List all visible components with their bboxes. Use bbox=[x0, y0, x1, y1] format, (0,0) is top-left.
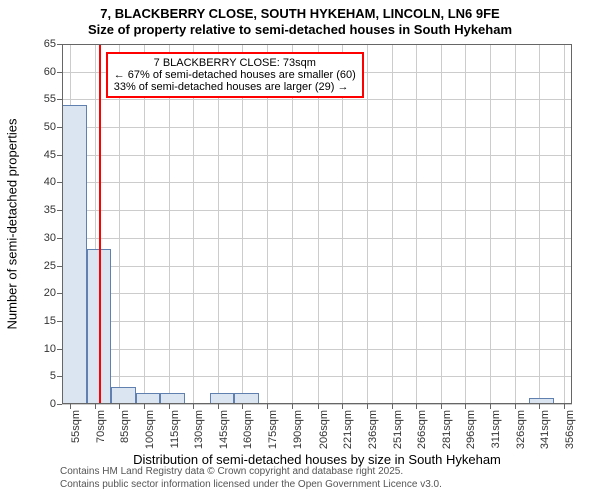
info-box-line: ← 67% of semi-detached houses are smalle… bbox=[114, 69, 356, 81]
y-tick-label: 20 bbox=[44, 287, 56, 299]
x-tick-mark bbox=[267, 404, 268, 409]
x-tick-label: 175sqm bbox=[267, 410, 279, 449]
y-tick-mark bbox=[57, 376, 62, 377]
plot-area: 7 BLACKBERRY CLOSE: 73sqm← 67% of semi-d… bbox=[62, 44, 572, 404]
x-tick-mark bbox=[539, 404, 540, 409]
y-tick-mark bbox=[57, 238, 62, 239]
chart-title: 7, BLACKBERRY CLOSE, SOUTH HYKEHAM, LINC… bbox=[0, 6, 600, 21]
x-tick-label: 115sqm bbox=[169, 410, 181, 448]
x-tick-label: 160sqm bbox=[242, 410, 254, 449]
y-tick-mark bbox=[57, 182, 62, 183]
x-tick-label: 266sqm bbox=[416, 410, 428, 449]
x-tick-label: 341sqm bbox=[539, 410, 551, 449]
x-tick-mark bbox=[490, 404, 491, 409]
chart-subtitle: Size of property relative to semi-detach… bbox=[0, 22, 600, 37]
y-tick-mark bbox=[57, 99, 62, 100]
x-tick-mark bbox=[342, 404, 343, 409]
x-tick-mark bbox=[465, 404, 466, 409]
x-tick-label: 206sqm bbox=[318, 410, 330, 449]
x-tick-label: 145sqm bbox=[218, 410, 230, 449]
y-tick-mark bbox=[57, 349, 62, 350]
x-tick-label: 70sqm bbox=[95, 410, 107, 443]
x-tick-label: 236sqm bbox=[367, 410, 379, 449]
x-tick-mark bbox=[318, 404, 319, 409]
footer-attribution: Contains HM Land Registry data © Crown c… bbox=[60, 466, 442, 491]
x-tick-label: 100sqm bbox=[144, 410, 156, 449]
histogram-bars bbox=[62, 44, 572, 404]
x-tick-mark bbox=[416, 404, 417, 409]
histogram-bar bbox=[62, 105, 87, 404]
property-marker-line bbox=[99, 44, 101, 404]
x-tick-label: 281sqm bbox=[441, 410, 453, 449]
y-tick-label: 45 bbox=[44, 149, 56, 161]
histogram-bar bbox=[111, 387, 136, 404]
histogram-bar bbox=[160, 393, 185, 404]
x-tick-label: 326sqm bbox=[515, 410, 527, 449]
y-tick-mark bbox=[57, 404, 62, 405]
y-tick-label: 10 bbox=[44, 343, 56, 355]
histogram-bar bbox=[529, 398, 554, 404]
histogram-bar bbox=[136, 393, 161, 404]
x-tick-label: 190sqm bbox=[292, 410, 304, 449]
y-tick-label: 35 bbox=[44, 204, 56, 216]
x-tick-mark bbox=[242, 404, 243, 409]
x-tick-mark bbox=[515, 404, 516, 409]
histogram-bar bbox=[210, 393, 235, 404]
y-tick-label: 0 bbox=[50, 398, 56, 410]
x-tick-mark bbox=[193, 404, 194, 409]
y-tick-label: 55 bbox=[44, 93, 56, 105]
x-tick-label: 130sqm bbox=[193, 410, 205, 449]
footer-line: Contains public sector information licen… bbox=[60, 479, 442, 492]
x-tick-label: 55sqm bbox=[70, 410, 82, 443]
x-tick-mark bbox=[392, 404, 393, 409]
y-tick-label: 25 bbox=[44, 260, 56, 272]
x-tick-mark bbox=[441, 404, 442, 409]
y-tick-mark bbox=[57, 155, 62, 156]
y-axis-title: Number of semi-detached properties bbox=[5, 119, 20, 330]
histogram-bar bbox=[234, 393, 259, 404]
x-tick-mark bbox=[292, 404, 293, 409]
y-tick-mark bbox=[57, 44, 62, 45]
x-tick-mark bbox=[119, 404, 120, 409]
y-tick-label: 50 bbox=[44, 121, 56, 133]
x-tick-label: 356sqm bbox=[564, 410, 576, 449]
x-tick-mark bbox=[95, 404, 96, 409]
y-tick-mark bbox=[57, 266, 62, 267]
info-box: 7 BLACKBERRY CLOSE: 73sqm← 67% of semi-d… bbox=[106, 52, 364, 98]
x-tick-label: 221sqm bbox=[342, 410, 354, 449]
y-tick-label: 30 bbox=[44, 232, 56, 244]
x-tick-label: 85sqm bbox=[119, 410, 131, 443]
x-tick-mark bbox=[70, 404, 71, 409]
x-tick-label: 296sqm bbox=[465, 410, 477, 449]
x-tick-mark bbox=[169, 404, 170, 409]
y-tick-label: 60 bbox=[44, 66, 56, 78]
y-tick-mark bbox=[57, 210, 62, 211]
x-tick-mark bbox=[218, 404, 219, 409]
y-tick-mark bbox=[57, 127, 62, 128]
y-tick-mark bbox=[57, 321, 62, 322]
y-tick-label: 15 bbox=[44, 315, 56, 327]
y-tick-mark bbox=[57, 72, 62, 73]
y-tick-mark bbox=[57, 293, 62, 294]
y-tick-label: 65 bbox=[44, 38, 56, 50]
x-tick-mark bbox=[144, 404, 145, 409]
x-tick-label: 251sqm bbox=[392, 410, 404, 449]
x-tick-mark bbox=[367, 404, 368, 409]
chart-container: 7, BLACKBERRY CLOSE, SOUTH HYKEHAM, LINC… bbox=[0, 0, 600, 500]
x-tick-mark bbox=[564, 404, 565, 409]
y-tick-label: 5 bbox=[50, 370, 56, 382]
x-tick-label: 311sqm bbox=[490, 410, 502, 448]
info-box-line: 7 BLACKBERRY CLOSE: 73sqm bbox=[114, 57, 356, 69]
y-tick-label: 40 bbox=[44, 176, 56, 188]
footer-line: Contains HM Land Registry data © Crown c… bbox=[60, 466, 442, 479]
x-axis-title: Distribution of semi-detached houses by … bbox=[62, 452, 572, 467]
title-block: 7, BLACKBERRY CLOSE, SOUTH HYKEHAM, LINC… bbox=[0, 0, 600, 37]
info-box-line: 33% of semi-detached houses are larger (… bbox=[114, 81, 356, 93]
